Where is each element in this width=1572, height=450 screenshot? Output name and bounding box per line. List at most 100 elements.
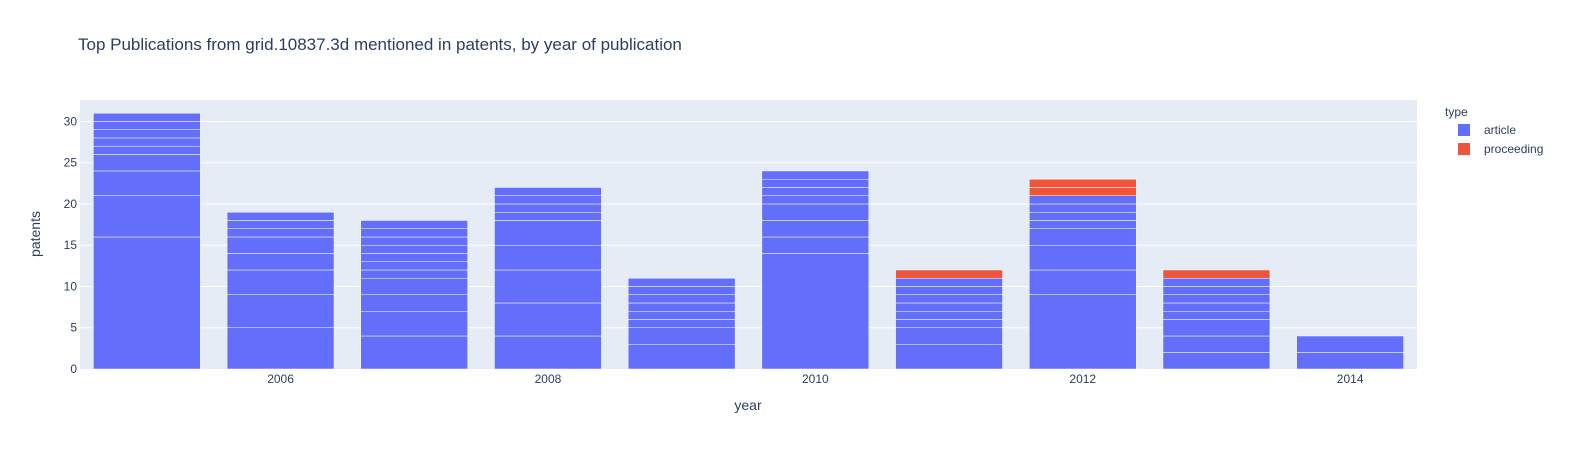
bar-segment-article-2013[interactable] — [1163, 311, 1270, 319]
bar-segment-article-2013[interactable] — [1163, 286, 1270, 294]
bar-segment-article-2011[interactable] — [896, 286, 1003, 294]
bar-segment-article-2007[interactable] — [361, 253, 468, 261]
bar-segment-article-2010[interactable] — [762, 196, 869, 204]
bar-segment-article-2011[interactable] — [896, 319, 1003, 327]
bar-segment-article-2012[interactable] — [1029, 212, 1136, 220]
bar-segment-article-2010[interactable] — [762, 253, 869, 369]
bar-segment-article-2008[interactable] — [494, 303, 601, 336]
bar-segment-article-2011[interactable] — [896, 344, 1003, 369]
bar-segment-article-2013[interactable] — [1163, 278, 1270, 286]
bar-segment-article-2009[interactable] — [628, 328, 735, 345]
bar-segment-proceeding-2012[interactable] — [1029, 179, 1136, 187]
bar-segment-article-2012[interactable] — [1029, 220, 1136, 228]
legend-swatch — [1458, 143, 1470, 155]
y-tick-label: 20 — [64, 197, 78, 211]
y-tick-label: 25 — [64, 156, 78, 170]
bar-segment-article-2007[interactable] — [361, 245, 468, 253]
bar-segment-article-2008[interactable] — [494, 196, 601, 204]
bar-segment-article-2011[interactable] — [896, 328, 1003, 345]
y-tick-label: 0 — [70, 362, 77, 376]
bar-segment-article-2013[interactable] — [1163, 319, 1270, 336]
bar-segment-article-2007[interactable] — [361, 311, 468, 336]
legend-label: article — [1484, 123, 1516, 137]
legend-swatch — [1458, 124, 1470, 136]
bar-segment-article-2006[interactable] — [227, 220, 334, 228]
bar-segment-article-2008[interactable] — [494, 220, 601, 245]
bar-segment-article-2008[interactable] — [494, 245, 601, 270]
bar-segment-article-2014[interactable] — [1297, 352, 1404, 369]
bar-segment-article-2006[interactable] — [227, 295, 334, 328]
bar-segment-article-2008[interactable] — [494, 336, 601, 369]
bar-segment-article-2005[interactable] — [93, 146, 200, 154]
bar-segment-article-2008[interactable] — [494, 187, 601, 195]
bar-segment-article-2010[interactable] — [762, 179, 869, 187]
bar-segment-article-2009[interactable] — [628, 319, 735, 327]
bar-segment-article-2009[interactable] — [628, 278, 735, 286]
bar-segment-article-2009[interactable] — [628, 311, 735, 319]
bar-segment-article-2011[interactable] — [896, 278, 1003, 286]
bar-segment-article-2007[interactable] — [361, 336, 468, 369]
legend-item-article[interactable]: article — [1458, 123, 1516, 137]
bar-segment-article-2005[interactable] — [93, 171, 200, 196]
y-tick-label: 10 — [64, 279, 78, 293]
bar-segment-article-2009[interactable] — [628, 286, 735, 294]
bar-segment-article-2012[interactable] — [1029, 196, 1136, 204]
bar-segment-proceeding-2013[interactable] — [1163, 270, 1270, 278]
bar-segment-article-2005[interactable] — [93, 121, 200, 129]
x-tick-label: 2012 — [1069, 372, 1096, 386]
bar-segment-article-2013[interactable] — [1163, 295, 1270, 303]
bar-segment-article-2005[interactable] — [93, 154, 200, 171]
bar-segment-article-2009[interactable] — [628, 344, 735, 369]
bar-segment-article-2011[interactable] — [896, 311, 1003, 319]
bar-segment-article-2012[interactable] — [1029, 270, 1136, 295]
bar-segment-article-2013[interactable] — [1163, 352, 1270, 369]
bar-segment-article-2006[interactable] — [227, 328, 334, 369]
bar-segment-article-2008[interactable] — [494, 204, 601, 212]
bar-segment-article-2006[interactable] — [227, 270, 334, 295]
bar-segment-article-2007[interactable] — [361, 237, 468, 245]
bar-segment-article-2008[interactable] — [494, 212, 601, 220]
bar-segment-article-2011[interactable] — [896, 303, 1003, 311]
bar-segment-article-2005[interactable] — [93, 237, 200, 369]
bar-segment-article-2013[interactable] — [1163, 336, 1270, 353]
bar-segment-article-2010[interactable] — [762, 237, 869, 254]
bar-segment-article-2005[interactable] — [93, 138, 200, 146]
bar-segment-article-2009[interactable] — [628, 295, 735, 303]
bar-segment-article-2013[interactable] — [1163, 303, 1270, 311]
chart-title: Top Publications from grid.10837.3d ment… — [78, 35, 682, 54]
bar-segment-article-2006[interactable] — [227, 253, 334, 270]
bar-segment-article-2006[interactable] — [227, 212, 334, 220]
bar-segment-article-2005[interactable] — [93, 130, 200, 138]
bar-segment-article-2006[interactable] — [227, 237, 334, 254]
bar-segment-article-2011[interactable] — [896, 295, 1003, 303]
x-tick-label: 2010 — [802, 372, 829, 386]
bar-segment-article-2012[interactable] — [1029, 204, 1136, 212]
bar-segment-article-2012[interactable] — [1029, 229, 1136, 246]
bar-segment-article-2007[interactable] — [361, 270, 468, 278]
bar-segment-article-2006[interactable] — [227, 229, 334, 237]
bar-segment-article-2010[interactable] — [762, 204, 869, 221]
bar-segment-proceeding-2011[interactable] — [896, 270, 1003, 278]
y-axis-title: patents — [27, 211, 43, 257]
x-tick-label: 2006 — [267, 372, 294, 386]
bar-segment-article-2010[interactable] — [762, 187, 869, 195]
legend-title: type — [1445, 105, 1468, 119]
bar-segment-article-2009[interactable] — [628, 303, 735, 311]
bar-segment-proceeding-2012[interactable] — [1029, 187, 1136, 195]
bar-segment-article-2010[interactable] — [762, 171, 869, 179]
bar-segment-article-2008[interactable] — [494, 270, 601, 303]
bar-segment-article-2012[interactable] — [1029, 295, 1136, 369]
bar-segment-article-2005[interactable] — [93, 196, 200, 237]
bar-segment-article-2007[interactable] — [361, 220, 468, 228]
bar-segment-article-2007[interactable] — [361, 278, 468, 295]
x-tick-label: 2008 — [535, 372, 562, 386]
bar-segment-article-2007[interactable] — [361, 229, 468, 237]
x-tick-label: 2014 — [1337, 372, 1364, 386]
bar-segment-article-2007[interactable] — [361, 262, 468, 270]
bar-segment-article-2005[interactable] — [93, 113, 200, 121]
bar-segment-article-2012[interactable] — [1029, 245, 1136, 270]
bar-segment-article-2014[interactable] — [1297, 336, 1404, 353]
bar-segment-article-2007[interactable] — [361, 295, 468, 312]
bar-segment-article-2010[interactable] — [762, 220, 869, 237]
